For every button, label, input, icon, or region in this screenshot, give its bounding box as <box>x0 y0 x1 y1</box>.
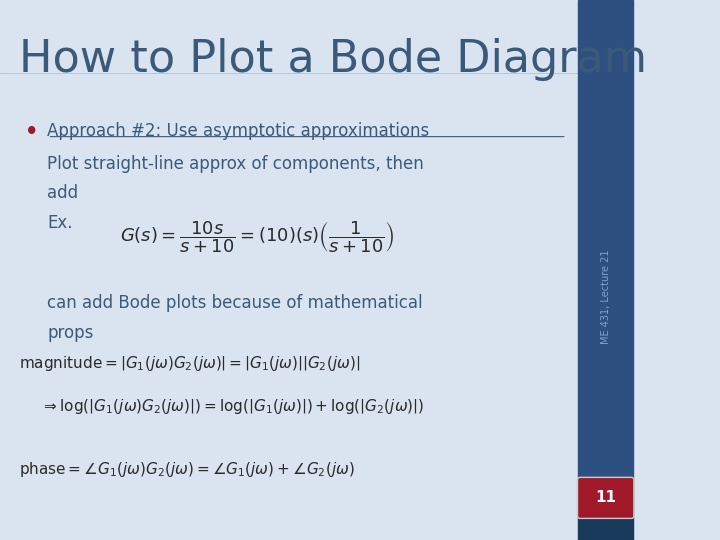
FancyBboxPatch shape <box>577 477 634 518</box>
Text: add: add <box>48 184 78 201</box>
Text: $\mathrm{phase} = \angle G_1(j\omega)G_2(j\omega) = \angle G_1(j\omega) + \angle: $\mathrm{phase} = \angle G_1(j\omega)G_2… <box>19 460 355 479</box>
Text: •: • <box>25 122 39 141</box>
Text: Ex.: Ex. <box>48 214 73 232</box>
Text: can add Bode plots because of mathematical: can add Bode plots because of mathematic… <box>48 294 423 312</box>
Text: Approach #2: Use asymptotic approximations: Approach #2: Use asymptotic approximatio… <box>48 122 430 139</box>
Text: Plot straight-line approx of components, then: Plot straight-line approx of components,… <box>48 155 424 173</box>
Text: $\Rightarrow \log\!\left(\left|G_1(j\omega)G_2(j\omega)\right|\right) = \log\!\l: $\Rightarrow \log\!\left(\left|G_1(j\ome… <box>41 397 424 416</box>
Text: How to Plot a Bode Diagram: How to Plot a Bode Diagram <box>19 38 647 81</box>
Text: 11: 11 <box>595 490 616 505</box>
Text: $G(s) = \dfrac{10s}{s+10} = (10)(s)\left(\dfrac{1}{s+10}\right)$: $G(s) = \dfrac{10s}{s+10} = (10)(s)\left… <box>120 219 395 255</box>
Text: $\mathrm{magnitude} = \left|G_1(j\omega)G_2(j\omega)\right| = \left|G_1(j\omega): $\mathrm{magnitude} = \left|G_1(j\omega)… <box>19 354 360 373</box>
Bar <box>578 497 634 540</box>
Text: ME 431, Lecture 21: ME 431, Lecture 21 <box>600 249 611 345</box>
Bar <box>578 0 634 497</box>
Text: props: props <box>48 324 94 342</box>
